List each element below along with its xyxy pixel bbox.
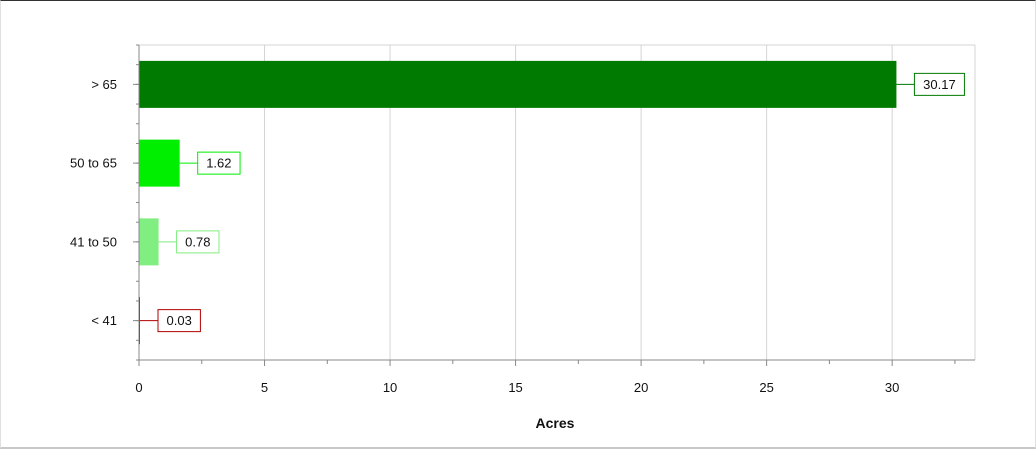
data-label-box [176, 230, 220, 254]
x-tick-label: 10 [383, 380, 397, 395]
bars [139, 60, 897, 345]
axes [133, 44, 975, 366]
x-tick-label: 0 [135, 380, 142, 395]
data-label: 0.78 [185, 234, 210, 249]
data-label-box [913, 72, 965, 96]
data-label: 0.03 [167, 313, 192, 328]
y-category-label: > 65 [91, 77, 117, 92]
bar [139, 139, 180, 187]
data-label: 1.62 [206, 156, 231, 171]
data-label: 30.17 [923, 77, 956, 92]
bar [139, 60, 897, 108]
bar [139, 218, 159, 266]
x-tick-label: 30 [885, 380, 899, 395]
labels: 0 5 10 15 20 25 30 > 65 30.17 50 to 65 1.62 41 to 5… [70, 72, 965, 395]
y-category-label: 41 to 50 [70, 234, 117, 249]
x-tick-label: 25 [759, 380, 773, 395]
x-tick-label: 15 [508, 380, 522, 395]
data-label-box [197, 151, 241, 175]
y-category-label: 50 to 65 [70, 156, 117, 171]
y-category-label: < 41 [91, 313, 117, 328]
x-tick-label: 20 [634, 380, 648, 395]
data-label-box [157, 309, 201, 333]
x-tick-label: 5 [261, 380, 268, 395]
x-axis-title: Acres [536, 415, 575, 431]
